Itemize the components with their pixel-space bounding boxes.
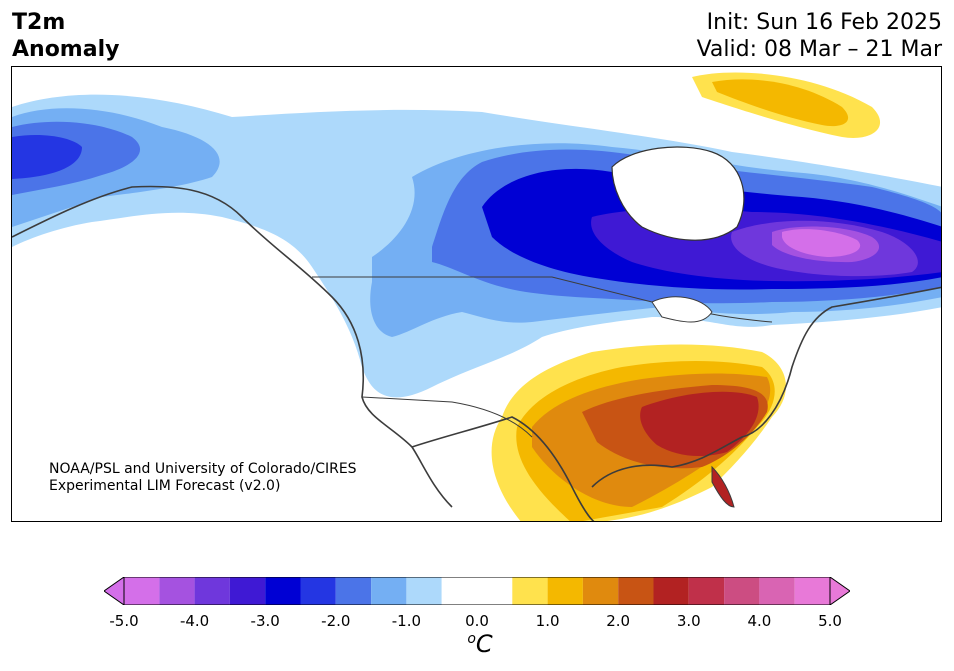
colorbar <box>104 577 850 605</box>
contour-plus-2-5 <box>640 391 759 457</box>
colorbar-unit: oC <box>455 630 505 658</box>
colorbar-cell <box>371 577 407 605</box>
valid-range: Valid: 08 Mar – 21 Mar <box>696 37 942 62</box>
colorbar-outline <box>123 577 831 605</box>
colorbar-tick-label: 5.0 <box>818 612 842 630</box>
map-canvas <box>12 72 941 521</box>
colorbar-cell <box>441 577 513 605</box>
forecast-dates: Init: Sun 16 Feb 2025 Valid: 08 Mar – 21… <box>697 9 942 63</box>
colorbar-tick-label: 3.0 <box>676 612 701 630</box>
colorbar-cell <box>229 577 266 605</box>
colorbar-over-arrow <box>829 577 850 605</box>
contour-minus-2-5 <box>12 135 82 179</box>
title-line-1: T2m <box>12 10 66 35</box>
great-lakes <box>651 296 713 323</box>
colorbar-cell <box>759 577 795 605</box>
colorbar-cell <box>547 577 583 605</box>
colorbar-tick-label: -2.0 <box>321 612 351 630</box>
colorbar-tick-label: 1.0 <box>535 612 560 630</box>
colorbar-tick-label: 4.0 <box>747 612 772 630</box>
colorbar-cell <box>300 577 336 605</box>
colorbar-under-arrow <box>104 577 125 605</box>
title-line-2: Anomaly <box>12 37 120 62</box>
init-date: Init: Sun 16 Feb 2025 <box>706 10 942 35</box>
colorbar-tick-label: -4.0 <box>179 612 210 630</box>
colorbar-tick-label: -1.0 <box>391 612 422 630</box>
colorbar-cell <box>124 577 160 605</box>
colorbar-cell <box>159 577 195 605</box>
anomaly-map <box>11 66 942 522</box>
colorbar-cell <box>335 577 372 605</box>
hudson-bay <box>611 146 745 241</box>
colorbar-cell <box>582 577 619 605</box>
colorbar-cell <box>406 577 442 605</box>
colorbar-tick-label: -3.0 <box>250 612 280 630</box>
greenland-warm-core <box>712 79 849 127</box>
contour-minus-5 <box>782 229 861 257</box>
credit: NOAA/PSL and University of Colorado/CIRE… <box>49 461 357 495</box>
colorbar-tick-label: -5.0 <box>109 612 139 630</box>
colorbar-cell <box>194 577 230 605</box>
colorbar-cell <box>794 577 830 605</box>
credit-line-2: Experimental LIM Forecast (v2.0) <box>49 478 281 494</box>
colorbar-cell <box>724 577 760 605</box>
map-title: T2m Anomaly <box>12 9 119 63</box>
unit-celsius: C <box>475 630 493 658</box>
coastline <box>12 185 941 521</box>
colorbar-cell <box>512 577 548 605</box>
florida <box>711 465 735 508</box>
colorbar-cell <box>688 577 725 605</box>
colorbar-tick-label: 0.0 <box>465 612 489 630</box>
unit-degree: o <box>467 631 476 647</box>
colorbar-cell <box>653 577 689 605</box>
credit-line-1: NOAA/PSL and University of Colorado/CIRE… <box>49 461 357 477</box>
us-mexico-border <box>361 396 533 438</box>
colorbar-cell <box>618 577 654 605</box>
colorbar-tick-label: 2.0 <box>606 612 631 630</box>
colorbar-cell <box>265 577 301 605</box>
